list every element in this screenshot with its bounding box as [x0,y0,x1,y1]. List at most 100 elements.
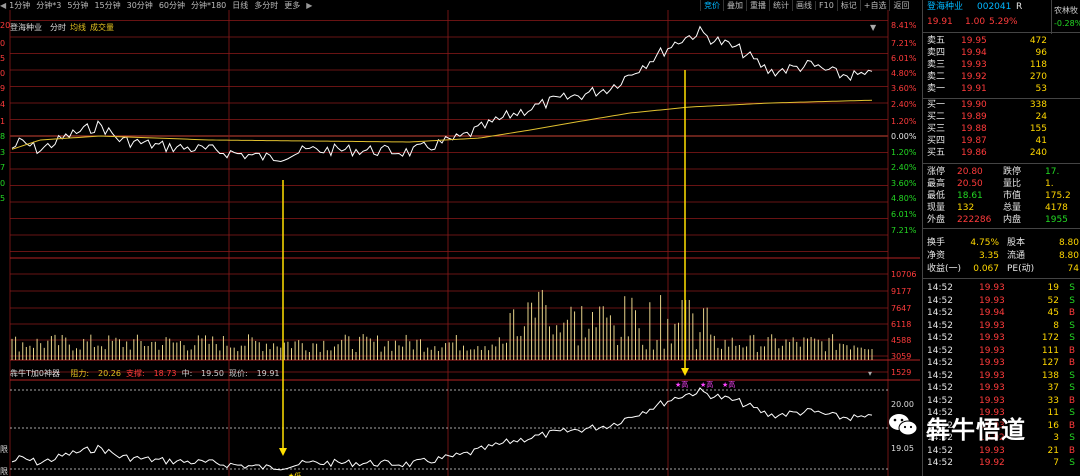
sell-marker: ★高 [722,380,735,389]
period-5[interactable]: 60分钟 [158,1,185,10]
chart-tab-4[interactable]: 画线 [792,0,815,11]
bid-row: 买三 19.88 155 [927,124,1080,135]
stat-value: 8.80 [1058,238,1079,248]
bid-volume: 41 [1035,136,1047,146]
wechat-icon [889,414,918,436]
chart-tab-7[interactable]: +自选 [859,0,890,11]
chart-tab-2[interactable]: 重播 [746,0,769,11]
tick-time: 14:52 [927,433,953,443]
stat-label: 最高 [927,179,946,189]
intraday-chart[interactable]: 8.41% 7.21% 6.01% 4.80% 3.60% 2.40% 1.20% 0.00%… [0,10,920,476]
stat-value: 0.067 [973,264,999,274]
sector-name: 农林牧 [1054,6,1078,15]
panel-divider [923,278,1080,279]
bid-volume: 155 [1029,124,1047,134]
chart-tab-0[interactable]: 竞价 [700,0,723,11]
chart-tab-5[interactable]: F10 [815,1,837,10]
chart-tab-1[interactable]: 叠加 [723,0,746,11]
ask-price: 19.94 [961,48,987,58]
price-tick-label: 3 [0,148,5,157]
tick-price: 19.93 [979,445,1005,456]
tick-side: B [1068,395,1075,406]
pct-tick-label: 7.21% [891,226,917,235]
period-2[interactable]: 5分钟 [67,1,89,10]
bid-volume: 240 [1029,148,1047,158]
tick-side: S [1069,320,1075,331]
pct-tick-label: 1.20% [891,148,917,157]
chart-stock-name: 登海种业 [10,22,42,32]
tick-row: 14:52 19.93 8 S [927,321,1080,332]
price-tick-label: 20 [0,21,10,30]
tick-time: 14:52 [927,383,953,393]
tick-row: 14:52 19.93 111 B [927,346,1080,357]
chart-tab-6[interactable]: 标记 [836,0,860,11]
watermark: 犇牛悟道 [888,406,1078,446]
tick-price: 19.93 [979,395,1005,406]
ask-volume: 118 [1029,60,1047,70]
stat-label: 市值 [1003,191,1022,201]
tick-side: S [1069,333,1075,343]
tick-row: 14:52 19.92 7 S [927,458,1080,469]
ask-row: 卖一 19.91 53 [927,84,1080,95]
period-4[interactable]: 30分钟 [126,1,153,10]
tick-time: 14:52 [927,308,953,318]
tick-row: 14:52 19.94 45 B [927,308,1080,319]
period-0[interactable]: 1分钟 [9,1,31,10]
indicator-side-label: 限 [0,445,8,454]
tick-volume: 138 [1041,370,1059,381]
tick-time: 14:52 [927,295,953,306]
avg-line-label: 均线 [70,22,86,32]
period-8[interactable]: 多分时 [254,1,279,10]
stat-value: 20.50 [957,179,983,189]
pct-tick-label: 2.40% [891,163,917,172]
stat-value: 222286 [957,215,992,225]
period-6[interactable]: 分钟*180 [191,1,227,10]
ask-row: 卖五 19.95 472 [927,36,1080,47]
volume-tick-label: 10706 [891,270,916,279]
stat-value: 20.80 [957,167,983,177]
tick-volume: 8 [1053,320,1059,331]
pct-tick-label: 3.60% [891,84,917,93]
tick-row: 14:52 19.93 52 S [927,296,1080,307]
chart-tab-8[interactable]: 返回 [889,0,912,11]
period-9[interactable]: 更多 [284,1,301,10]
tick-side: B [1068,420,1075,431]
bid-price: 19.89 [961,112,987,122]
stat-label: 换手 [927,238,946,248]
mid-label: 中: [182,368,193,378]
price-tick-label: 0 [0,69,5,78]
tick-side: S [1069,370,1075,381]
period-7[interactable]: 日线 [232,1,249,10]
tick-price: 19.93 [979,345,1005,356]
indicator-menu-icon[interactable]: ▾ [868,369,872,378]
tick-side: B [1068,345,1075,356]
stat-label: 收益(一) [927,264,962,274]
price-tick-label: 0 [0,39,5,48]
tick-price: 19.93 [979,283,1005,293]
price-tick-label: 0 [0,179,5,188]
bid-label: 买四 [927,136,946,146]
sector-box[interactable]: 农林牧 -0.28% [1051,0,1080,34]
scroll-left-icon[interactable]: ◀ [0,1,7,10]
tick-time: 14:52 [927,408,953,418]
tick-time: 14:52 [927,445,953,456]
stock-name: 登海种业 [927,2,964,12]
stat-value: 1955 [1045,215,1068,225]
tick-row: 14:52 19.93 19 S [927,283,1080,294]
support-label: 支撑: [126,368,145,378]
period-1[interactable]: 分钟*3 [36,1,62,10]
ask-volume: 53 [1035,84,1047,94]
chart-tab-3[interactable]: 统计 [769,0,792,11]
period-3[interactable]: 15分钟 [94,1,121,10]
tick-price: 19.93 [979,320,1005,331]
tick-time: 14:52 [927,320,953,331]
tick-volume: 172 [1041,333,1059,343]
stat-row: 换手 4.75% 股本 8.80 [927,238,1080,249]
tick-time: 14:52 [927,333,953,343]
scroll-right-icon[interactable]: ▶ [306,1,313,10]
stat-value: 18.61 [957,191,983,201]
price-change: 1.00 [965,17,986,27]
bid-price: 19.86 [961,148,987,158]
pane-close-icon[interactable]: ▼ [870,23,877,32]
stat-label: 量比 [1003,179,1022,189]
